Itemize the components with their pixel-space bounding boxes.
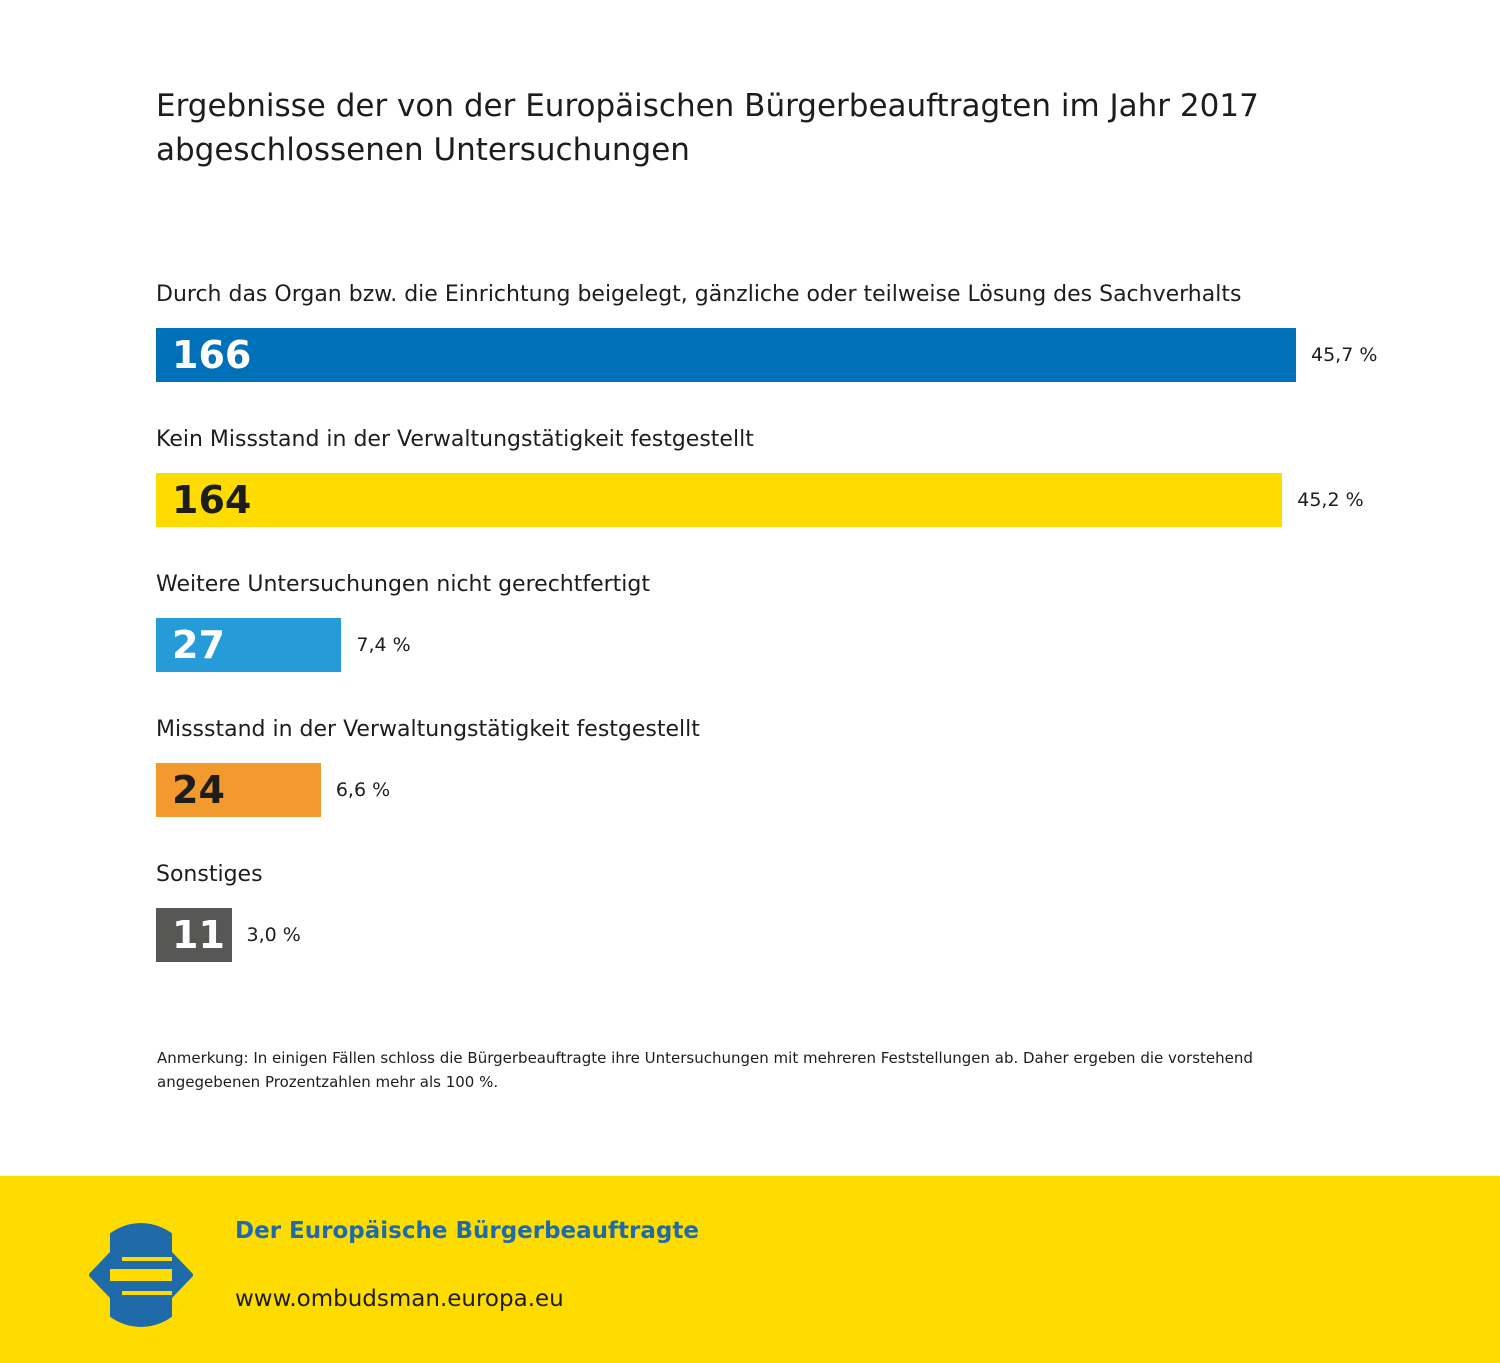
percent-label: 45,2 % bbox=[1297, 489, 1364, 511]
percent-label: 45,7 % bbox=[1311, 344, 1378, 366]
chart-note: Anmerkung: In einigen Fällen schloss die… bbox=[157, 1049, 1253, 1091]
category-label: Weitere Untersuchungen nicht gerechtfert… bbox=[156, 572, 651, 597]
percent-label: 6,6 % bbox=[335, 779, 391, 801]
bar: 166 bbox=[156, 328, 1296, 382]
category-label: Missstand in der Verwaltungstätigkeit fe… bbox=[156, 717, 700, 742]
percent-label: 3,0 % bbox=[246, 924, 301, 946]
bar-value-label: 24 bbox=[172, 768, 225, 812]
footer-banner: Der Europäische Bürgerbeauftragte www.om… bbox=[0, 1176, 1500, 1363]
bar-value-label: 27 bbox=[172, 623, 225, 667]
percent-label: 7,4 % bbox=[356, 634, 411, 656]
bar-chart: Durch das Organ bzw. die Einrichtung bei… bbox=[0, 270, 1500, 990]
category-label: Durch das Organ bzw. die Einrichtung bei… bbox=[156, 282, 1242, 307]
chart-title: Ergebnisse der von der Europäischen Bürg… bbox=[156, 88, 1259, 168]
organization-url[interactable]: www.ombudsman.europa.eu bbox=[235, 1286, 564, 1312]
ombudsman-logo-icon bbox=[89, 1223, 193, 1327]
category-label: Kein Missstand in der Verwaltungstätigke… bbox=[156, 427, 754, 452]
bar: 24 bbox=[156, 763, 321, 817]
organization-name: Der Europäische Bürgerbeauftragte bbox=[235, 1218, 699, 1244]
bar: 11 bbox=[156, 908, 232, 962]
bar-value-label: 166 bbox=[172, 333, 252, 377]
bar-value-label: 11 bbox=[172, 913, 225, 957]
bar: 164 bbox=[156, 473, 1283, 527]
category-label: Sonstiges bbox=[156, 862, 263, 887]
bar: 27 bbox=[156, 618, 342, 672]
bar-value-label: 164 bbox=[172, 478, 252, 522]
